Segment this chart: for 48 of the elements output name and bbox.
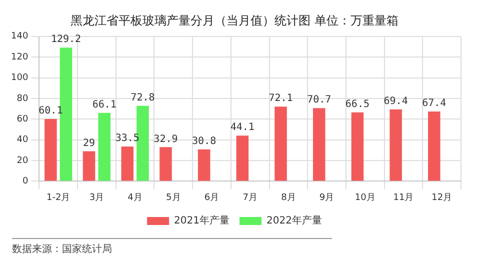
- bar: [351, 112, 364, 181]
- x-tick-label: 9月: [319, 192, 334, 203]
- bar: [98, 112, 111, 181]
- data-label: 66.5: [345, 99, 370, 110]
- y-tick-label: 0: [22, 176, 28, 187]
- x-tick-label: 12月: [432, 192, 452, 203]
- bar: [44, 119, 57, 181]
- x-tick-label: 11月: [393, 192, 414, 203]
- source-note: 数据来源：国家统计局: [12, 242, 113, 256]
- bar: [428, 111, 440, 181]
- data-label: 70.7: [307, 94, 332, 106]
- legend-label: 2022年产量: [266, 214, 322, 227]
- data-label: 69.4: [384, 96, 408, 108]
- data-label: 67.4: [422, 98, 446, 110]
- y-tick-label: 140: [10, 32, 28, 42]
- y-tick-label: 60: [16, 114, 28, 124]
- x-tick-label: 5月: [166, 192, 181, 203]
- y-tick-label: 80: [16, 94, 28, 104]
- bar: [390, 109, 402, 181]
- x-tick-label: 7月: [242, 192, 258, 203]
- bar: [198, 149, 210, 181]
- data-label: 66.1: [92, 99, 116, 110]
- y-tick-label: 120: [10, 52, 28, 62]
- data-label: 44.1: [230, 122, 254, 134]
- y-tick-label: 20: [16, 156, 28, 166]
- data-label: 30.8: [192, 136, 216, 147]
- bar: [136, 106, 149, 181]
- bar: [160, 147, 172, 181]
- data-label: 129.2: [50, 34, 82, 46]
- y-tick-label: 40: [16, 135, 28, 146]
- data-label: 29: [83, 138, 96, 149]
- bar: [236, 136, 249, 181]
- data-label: 72.8: [130, 92, 155, 104]
- data-label: 72.1: [268, 93, 293, 104]
- x-tick-label: 4月: [128, 192, 142, 203]
- y-tick-label: 100: [10, 73, 28, 84]
- legend-label: 2021年产量: [174, 214, 230, 227]
- x-tick-label: 8月: [281, 192, 296, 203]
- bar: [274, 106, 287, 181]
- bar: [312, 108, 326, 181]
- data-label: 32.9: [154, 134, 178, 145]
- x-tick-label: 3月: [89, 192, 104, 203]
- bar: [82, 151, 96, 181]
- x-tick-label: 6月: [204, 192, 220, 203]
- bar: [121, 146, 134, 181]
- chart-title: 黑龙江省平板玻璃产量分月（当月值）统计图 单位：万重量箱: [70, 13, 398, 28]
- x-tick-label: 10月: [354, 192, 376, 203]
- x-tick-label: 1-2月: [46, 192, 70, 203]
